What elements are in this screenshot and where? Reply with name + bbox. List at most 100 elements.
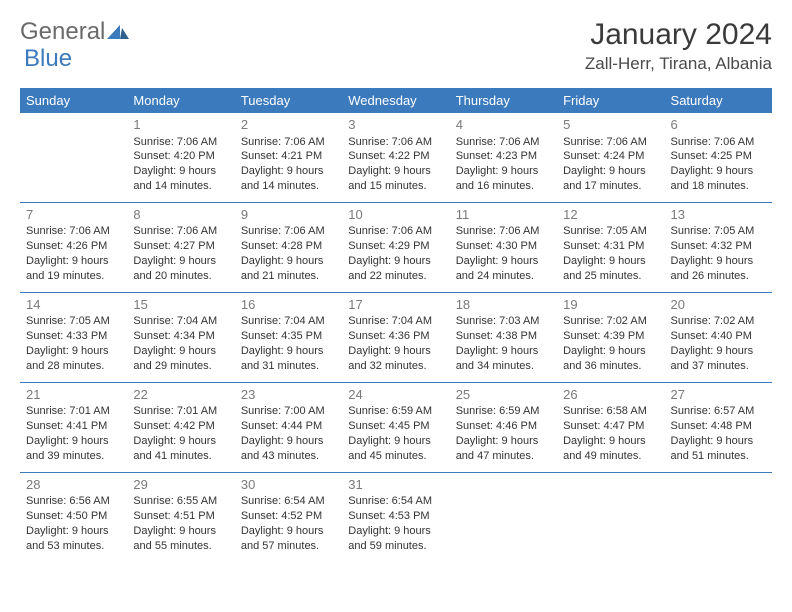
sunset-line: Sunset: 4:28 PM [241,239,336,254]
sunrise-line: Sunrise: 7:06 AM [348,135,443,150]
sunset-line: Sunset: 4:25 PM [671,149,766,164]
sunrise-line: Sunrise: 7:06 AM [133,224,228,239]
day-number: 15 [133,296,228,314]
sunrise-line: Sunrise: 7:01 AM [26,404,121,419]
daylight-line-1: Daylight: 9 hours [241,254,336,269]
daylight-line-1: Daylight: 9 hours [133,434,228,449]
logo-text-general: General [20,18,105,46]
logo-triangle-icon [107,18,129,46]
sunrise-line: Sunrise: 7:05 AM [563,224,658,239]
sunset-line: Sunset: 4:46 PM [456,419,551,434]
logo-line2: Blue [24,45,72,73]
sunset-line: Sunset: 4:38 PM [456,329,551,344]
daylight-line-2: and 22 minutes. [348,269,443,284]
calendar-cell: 1Sunrise: 7:06 AMSunset: 4:20 PMDaylight… [127,113,234,202]
sunrise-line: Sunrise: 6:59 AM [348,404,443,419]
sunrise-line: Sunrise: 7:04 AM [348,314,443,329]
title-block: January 2024 Zall-Herr, Tirana, Albania [585,18,772,74]
calendar-cell: 25Sunrise: 6:59 AMSunset: 4:46 PMDayligh… [450,382,557,472]
day-number: 9 [241,206,336,224]
sunrise-line: Sunrise: 7:04 AM [133,314,228,329]
daylight-line-1: Daylight: 9 hours [563,344,658,359]
daylight-line-2: and 55 minutes. [133,539,228,554]
daylight-line-1: Daylight: 9 hours [671,344,766,359]
daylight-line-2: and 21 minutes. [241,269,336,284]
calendar-body: 1Sunrise: 7:06 AMSunset: 4:20 PMDaylight… [20,113,772,562]
sunset-line: Sunset: 4:48 PM [671,419,766,434]
day-number: 24 [348,386,443,404]
daylight-line-2: and 43 minutes. [241,449,336,464]
day-header: Friday [557,88,664,113]
day-number: 29 [133,476,228,494]
daylight-line-1: Daylight: 9 hours [563,434,658,449]
calendar-row: 14Sunrise: 7:05 AMSunset: 4:33 PMDayligh… [20,292,772,382]
daylight-line-1: Daylight: 9 hours [671,434,766,449]
sunset-line: Sunset: 4:50 PM [26,509,121,524]
calendar-cell: 12Sunrise: 7:05 AMSunset: 4:31 PMDayligh… [557,202,664,292]
sunset-line: Sunset: 4:27 PM [133,239,228,254]
sunset-line: Sunset: 4:47 PM [563,419,658,434]
sunset-line: Sunset: 4:51 PM [133,509,228,524]
day-number: 11 [456,206,551,224]
day-number: 14 [26,296,121,314]
daylight-line-1: Daylight: 9 hours [348,524,443,539]
calendar-cell: 15Sunrise: 7:04 AMSunset: 4:34 PMDayligh… [127,292,234,382]
calendar-cell: 21Sunrise: 7:01 AMSunset: 4:41 PMDayligh… [20,382,127,472]
daylight-line-1: Daylight: 9 hours [26,254,121,269]
calendar-cell: 5Sunrise: 7:06 AMSunset: 4:24 PMDaylight… [557,113,664,202]
sunrise-line: Sunrise: 7:05 AM [671,224,766,239]
calendar-cell: 23Sunrise: 7:00 AMSunset: 4:44 PMDayligh… [235,382,342,472]
daylight-line-2: and 53 minutes. [26,539,121,554]
sunset-line: Sunset: 4:21 PM [241,149,336,164]
daylight-line-1: Daylight: 9 hours [671,164,766,179]
day-header-row: Sunday Monday Tuesday Wednesday Thursday… [20,88,772,113]
day-number: 6 [671,116,766,134]
daylight-line-1: Daylight: 9 hours [456,434,551,449]
daylight-line-1: Daylight: 9 hours [241,434,336,449]
daylight-line-1: Daylight: 9 hours [241,524,336,539]
sunset-line: Sunset: 4:23 PM [456,149,551,164]
calendar-cell: 14Sunrise: 7:05 AMSunset: 4:33 PMDayligh… [20,292,127,382]
sunrise-line: Sunrise: 6:54 AM [348,494,443,509]
calendar-cell: 16Sunrise: 7:04 AMSunset: 4:35 PMDayligh… [235,292,342,382]
calendar-cell: 3Sunrise: 7:06 AMSunset: 4:22 PMDaylight… [342,113,449,202]
day-number: 17 [348,296,443,314]
day-header: Thursday [450,88,557,113]
calendar-cell: 29Sunrise: 6:55 AMSunset: 4:51 PMDayligh… [127,472,234,561]
day-number: 22 [133,386,228,404]
location: Zall-Herr, Tirana, Albania [585,54,772,74]
sunset-line: Sunset: 4:20 PM [133,149,228,164]
daylight-line-2: and 25 minutes. [563,269,658,284]
daylight-line-1: Daylight: 9 hours [241,164,336,179]
daylight-line-1: Daylight: 9 hours [26,524,121,539]
sunrise-line: Sunrise: 6:56 AM [26,494,121,509]
day-number: 27 [671,386,766,404]
calendar-row: 7Sunrise: 7:06 AMSunset: 4:26 PMDaylight… [20,202,772,292]
daylight-line-2: and 45 minutes. [348,449,443,464]
sunset-line: Sunset: 4:34 PM [133,329,228,344]
daylight-line-2: and 41 minutes. [133,449,228,464]
calendar-cell: 7Sunrise: 7:06 AMSunset: 4:26 PMDaylight… [20,202,127,292]
calendar-cell: 31Sunrise: 6:54 AMSunset: 4:53 PMDayligh… [342,472,449,561]
daylight-line-2: and 37 minutes. [671,359,766,374]
calendar-cell: 28Sunrise: 6:56 AMSunset: 4:50 PMDayligh… [20,472,127,561]
daylight-line-2: and 57 minutes. [241,539,336,554]
calendar-cell: 10Sunrise: 7:06 AMSunset: 4:29 PMDayligh… [342,202,449,292]
sunset-line: Sunset: 4:32 PM [671,239,766,254]
sunrise-line: Sunrise: 7:02 AM [671,314,766,329]
sunset-line: Sunset: 4:40 PM [671,329,766,344]
sunrise-line: Sunrise: 6:55 AM [133,494,228,509]
sunset-line: Sunset: 4:45 PM [348,419,443,434]
sunrise-line: Sunrise: 7:06 AM [241,224,336,239]
calendar-cell: 13Sunrise: 7:05 AMSunset: 4:32 PMDayligh… [665,202,772,292]
sunset-line: Sunset: 4:39 PM [563,329,658,344]
day-number: 25 [456,386,551,404]
sunset-line: Sunset: 4:26 PM [26,239,121,254]
sunrise-line: Sunrise: 7:01 AM [133,404,228,419]
daylight-line-2: and 39 minutes. [26,449,121,464]
sunrise-line: Sunrise: 6:59 AM [456,404,551,419]
daylight-line-2: and 59 minutes. [348,539,443,554]
calendar-cell: 11Sunrise: 7:06 AMSunset: 4:30 PMDayligh… [450,202,557,292]
sunrise-line: Sunrise: 7:06 AM [348,224,443,239]
day-number: 21 [26,386,121,404]
